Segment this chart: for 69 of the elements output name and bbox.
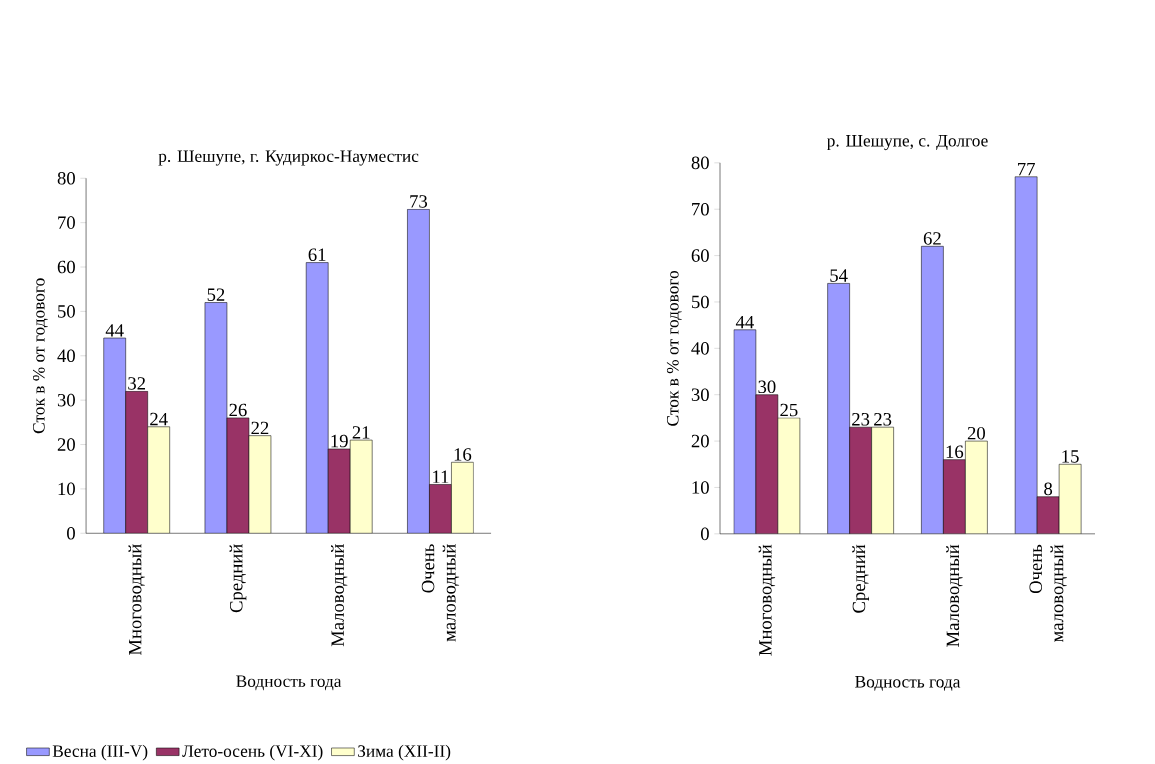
data-label: 77: [1018, 162, 1035, 176]
x-tick-label: Маловодный: [946, 544, 963, 647]
y-tick-label: 70: [692, 202, 709, 216]
x-tick-label: Маловодный: [331, 544, 348, 647]
bar: [733, 329, 756, 534]
data-label: 22: [251, 421, 269, 434]
y-axis-title: Сток в % от годового: [32, 278, 48, 434]
data-label: 62: [923, 232, 941, 245]
data-label: 23: [852, 412, 870, 426]
data-label: 25: [780, 403, 798, 417]
data-label: 54: [830, 269, 848, 282]
data-label: 23: [874, 412, 892, 426]
y-tick-label: 10: [692, 481, 709, 494]
data-label: 44: [735, 315, 754, 329]
bar: [965, 441, 988, 534]
data-label: 44: [105, 324, 124, 337]
y-tick-label: 60: [691, 249, 709, 262]
y-tick-label: 20: [57, 438, 75, 451]
data-label: 32: [128, 377, 145, 390]
data-label: 21: [352, 426, 370, 439]
y-tick-label: 40: [57, 349, 75, 363]
x-tick-label: Многоводный: [128, 544, 145, 656]
data-label: 19: [331, 434, 348, 448]
data-label: 30: [758, 380, 776, 394]
y-axis-title: Сток в % от годового: [666, 270, 682, 426]
bar: [871, 427, 894, 534]
bar: [921, 246, 944, 534]
bar: [103, 337, 126, 534]
data-label: 15: [1062, 450, 1079, 463]
x-tick-label: Очень маловодный: [1029, 544, 1067, 643]
data-label: 20: [967, 426, 985, 440]
data-label: 52: [207, 288, 225, 301]
data-label: 61: [308, 248, 326, 261]
y-tick-label: 0: [700, 527, 709, 541]
data-label: 8: [1044, 482, 1053, 496]
y-tick-label: 80: [691, 156, 709, 170]
chart-title: р. Шешупе, г. Кудиркос-Науместис: [158, 150, 419, 166]
y-tick-label: 0: [67, 526, 75, 540]
y-tick-label: 80: [57, 171, 75, 185]
bar: [407, 209, 430, 534]
y-tick-label: 70: [58, 216, 75, 229]
y-tick-label: 50: [692, 295, 709, 309]
x-axis-title: Водность года: [236, 675, 342, 691]
x-tick-label: Средний: [229, 544, 247, 613]
x-axis-title: Водность года: [855, 675, 961, 691]
bar: [1014, 176, 1038, 534]
legend-label: Весна (III-V): [52, 744, 148, 761]
y-tick-label: 20: [691, 434, 709, 448]
y-tick-label: 40: [691, 341, 709, 355]
y-tick-label: 30: [691, 388, 709, 401]
legend-label: Зима (XII-II): [358, 744, 451, 761]
data-label: 26: [229, 403, 247, 417]
y-tick-label: 30: [57, 393, 75, 407]
y-tick-label: 10: [58, 482, 75, 496]
x-tick-label: Средний: [852, 544, 870, 613]
x-tick-label: Очень маловодный: [421, 544, 460, 642]
chart-title: р. Шешупе, с. Долгое: [827, 134, 988, 151]
data-label: 73: [410, 195, 428, 208]
data-label: 24: [150, 412, 168, 426]
data-label: 11: [433, 470, 449, 483]
data-label: 16: [454, 448, 472, 461]
y-tick-label: 60: [57, 260, 75, 274]
bar: [204, 302, 227, 534]
y-tick-label: 50: [58, 305, 75, 318]
bar: [827, 283, 850, 534]
bar: [306, 262, 329, 534]
data-label: 16: [946, 445, 964, 458]
legend-label: Лето-осень (VI-XI): [182, 744, 323, 761]
x-tick-label: Многоводный: [758, 544, 776, 656]
